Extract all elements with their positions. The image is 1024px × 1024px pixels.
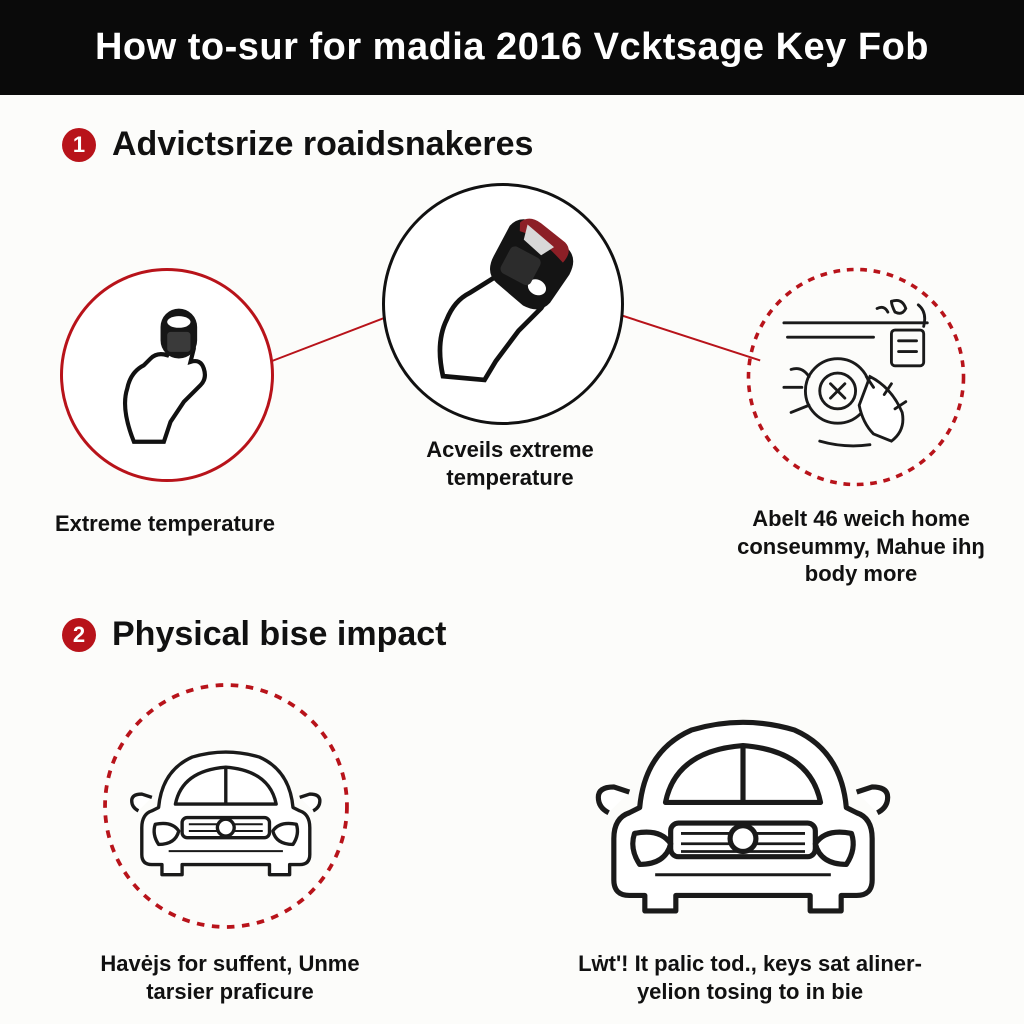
- section-2-title: Physical bise impact: [112, 615, 447, 654]
- hand-pressing-remote-icon: [409, 210, 598, 399]
- ignition-sketch-icon: [766, 287, 945, 466]
- car-front-icon: [588, 670, 898, 940]
- step-circle-ignition: [744, 265, 968, 489]
- caption-car-b: Lẇt'! It palic tod., keys sat aliner-yel…: [560, 950, 940, 1005]
- step-circle-car-a: [100, 680, 352, 932]
- page-title: How to-sur for madia 2016 Vcktsage Key F…: [95, 26, 929, 69]
- car-front-icon: [125, 705, 327, 907]
- hand-holding-key-icon: [84, 292, 250, 458]
- section-1-title: Advictsrize roaidsnakeres: [112, 125, 533, 164]
- step-circle-extreme-temperature: [60, 268, 274, 482]
- caption-ignition: Abelt 46 weich home conseummy, Mahue ihŋ…: [716, 505, 1006, 588]
- connector-line: [608, 310, 761, 361]
- caption-acveils: Acveils extreme temperature: [400, 436, 620, 491]
- section-2-bullet: 2: [62, 618, 96, 652]
- caption-extreme-temperature: Extreme temperature: [30, 510, 300, 538]
- header-bar: How to-sur for madia 2016 Vcktsage Key F…: [0, 0, 1024, 95]
- step-car-b: [588, 670, 898, 940]
- step-circle-acveils: [382, 183, 624, 425]
- section-2-head: 2 Physical bise impact: [62, 615, 447, 654]
- section-1-bullet: 1: [62, 128, 96, 162]
- caption-car-a: Havėjs for suffent, Unme tarsier praficu…: [80, 950, 380, 1005]
- connector-line: [272, 311, 402, 362]
- section-1-head: 1 Advictsrize roaidsnakeres: [62, 125, 533, 164]
